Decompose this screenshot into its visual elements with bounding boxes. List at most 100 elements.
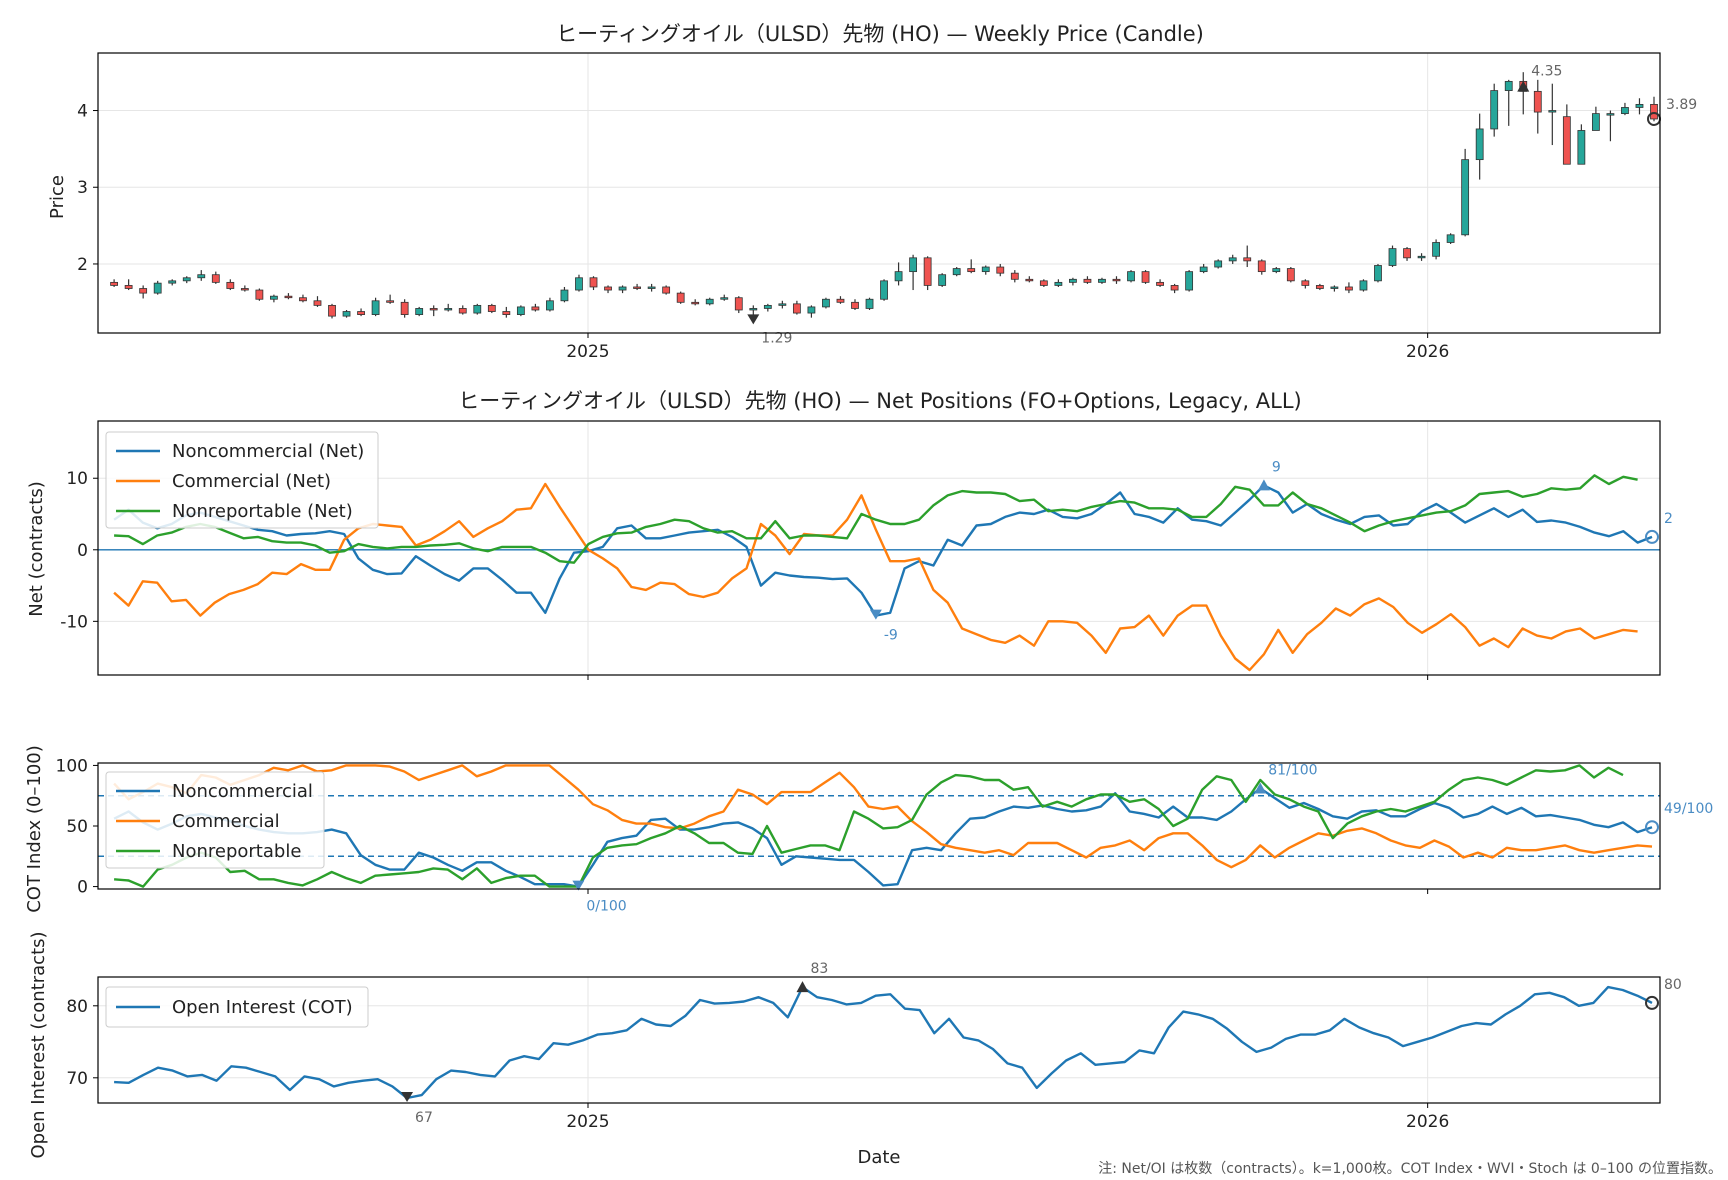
candle-up — [909, 257, 918, 273]
candle-up — [763, 304, 772, 309]
candle-up — [778, 303, 787, 306]
candle-up — [1490, 90, 1499, 130]
candle-down — [386, 300, 395, 303]
legend-label-noncommercial: Noncommercial — [172, 781, 313, 802]
series-line-nonreportable — [114, 474, 1638, 564]
cot-legend-box — [105, 771, 325, 869]
candle-up — [197, 274, 206, 279]
y-tick-label: 80 — [66, 997, 88, 1017]
y-tick-label: 0 — [77, 878, 88, 898]
candle-down — [299, 297, 307, 302]
candle-up — [1098, 278, 1106, 283]
oi-legend-box — [105, 986, 369, 1028]
min-label: -9 — [884, 628, 898, 644]
candle-up — [1214, 260, 1223, 268]
candle-up — [516, 306, 525, 315]
min-marker — [869, 609, 882, 620]
y-tick-label: 4 — [77, 102, 88, 122]
candle-down — [604, 286, 612, 291]
net-chart-title: ヒーティングオイル（ULSD）先物 (HO) — Net Positions (… — [458, 389, 1301, 413]
candle-up — [865, 298, 874, 309]
candle-down — [1345, 286, 1353, 291]
min-marker — [572, 880, 585, 891]
candle-up — [1432, 242, 1440, 257]
candle-down — [1010, 272, 1019, 280]
y-tick-label: 10 — [66, 469, 88, 489]
cot-plot-frame — [97, 762, 1661, 890]
candle-down — [633, 286, 641, 289]
candle-up — [1069, 278, 1077, 283]
candle-up — [1461, 159, 1470, 236]
candle-down — [1112, 278, 1121, 282]
x-tick-label: 2025 — [566, 1112, 609, 1132]
series-line-commercial — [113, 764, 1653, 869]
net-legend-box — [105, 431, 379, 529]
max-marker — [1257, 479, 1270, 491]
candle-down — [1562, 116, 1571, 165]
net-plot-frame — [97, 420, 1661, 676]
x-tick-label: 2026 — [1406, 342, 1449, 362]
candle-up — [720, 297, 729, 300]
candle-up — [880, 280, 888, 300]
candle-up — [182, 277, 191, 282]
candle-up — [749, 308, 758, 311]
candle-down — [1039, 280, 1048, 286]
oi-legend: Open Interest (COT) — [105, 986, 369, 1028]
candle-up — [1359, 280, 1368, 291]
price-ylabel: Price — [47, 175, 68, 219]
candle-down — [836, 298, 845, 303]
footnote: 注: Net/OI は枚数（contracts）。k=1,000枚。COT In… — [1098, 1161, 1722, 1177]
net-positions-panel: ヒーティングオイル（ULSD）先物 (HO) — Net Positions (… — [26, 389, 1673, 680]
y-tick-label: 50 — [66, 817, 88, 837]
legend-label-nonreportable-net: Nonreportable (Net) — [172, 501, 353, 522]
last-label: 49/100 — [1664, 801, 1713, 817]
max-label: 4.35 — [1531, 64, 1562, 80]
candle-up — [1272, 268, 1281, 273]
candle-up — [371, 300, 380, 315]
candle-down — [967, 268, 976, 273]
candle-down — [1141, 271, 1150, 283]
last-label: 2 — [1664, 511, 1673, 527]
min-marker — [401, 1091, 414, 1102]
last-marker — [1645, 820, 1659, 835]
candle-down — [328, 304, 336, 317]
candle-up — [1591, 113, 1600, 131]
candle-down — [284, 295, 293, 299]
net-legend: Noncommercial (Net) Commercial (Net) Non… — [105, 431, 379, 529]
price-plot-frame — [97, 52, 1661, 334]
candle-up — [1621, 107, 1629, 115]
candle-down — [1301, 280, 1310, 286]
candle-up — [1199, 266, 1208, 273]
candle-up — [1374, 265, 1382, 282]
candle-down — [110, 281, 119, 286]
candle-up — [952, 268, 961, 276]
min-label: 67 — [415, 1110, 433, 1126]
candle-up — [473, 304, 482, 314]
y-tick-label: 100 — [56, 756, 88, 776]
legend-label-commercial: Commercial — [172, 811, 280, 832]
candle-down — [502, 311, 511, 315]
candle-down — [923, 257, 932, 286]
candle-down — [1533, 90, 1542, 113]
legend-label-nonreportable: Nonreportable — [172, 841, 301, 862]
x-tick-label: 2026 — [1406, 1112, 1449, 1132]
candle-down — [1243, 257, 1252, 262]
candle-down — [662, 286, 671, 294]
candle-up — [938, 274, 947, 286]
series-line-noncommercial — [113, 787, 1653, 888]
candle-up — [1577, 130, 1586, 165]
candle-down — [1257, 260, 1266, 273]
last-marker — [1645, 529, 1659, 544]
candle-up — [1548, 110, 1557, 113]
max-marker — [1254, 782, 1267, 794]
y-tick-label: 0 — [77, 541, 88, 561]
candle-down — [458, 308, 467, 314]
candle-down — [1650, 103, 1658, 120]
max-marker — [796, 981, 809, 993]
candle-up — [1185, 271, 1194, 291]
candle-down — [240, 288, 249, 291]
candle-up — [1054, 281, 1063, 286]
candle-up — [1475, 128, 1484, 161]
last-marker — [1645, 995, 1659, 1010]
min-label: 0/100 — [586, 899, 626, 915]
